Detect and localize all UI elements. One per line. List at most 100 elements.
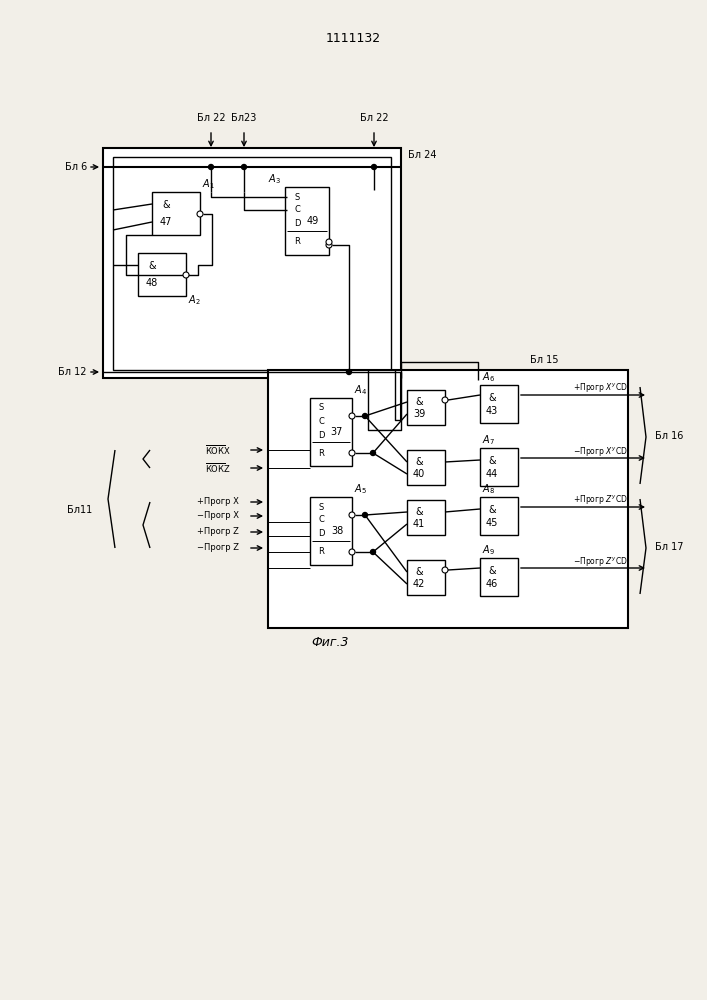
Text: 47: 47 (160, 217, 173, 227)
Text: 48: 48 (146, 278, 158, 288)
Text: 38: 38 (331, 526, 343, 536)
Circle shape (183, 272, 189, 278)
Text: &: & (489, 456, 496, 466)
Bar (152, 192, 200, 235)
Circle shape (442, 567, 448, 573)
Bar (480, 385, 518, 423)
Text: 49: 49 (307, 216, 319, 226)
Text: S: S (318, 403, 324, 412)
Text: $A_6$: $A_6$ (482, 370, 495, 384)
Text: 44: 44 (486, 469, 498, 479)
Text: $A_7$: $A_7$ (482, 433, 495, 447)
Text: 1111132: 1111132 (325, 31, 380, 44)
Text: 39: 39 (413, 409, 425, 419)
Circle shape (326, 239, 332, 245)
Circle shape (209, 164, 214, 169)
Bar (407, 500, 445, 535)
Text: $A_4$: $A_4$ (354, 383, 367, 397)
Text: R: R (318, 548, 324, 556)
Circle shape (349, 549, 355, 555)
Text: &: & (162, 200, 170, 210)
Bar (268, 370, 628, 628)
Text: 45: 45 (486, 518, 498, 528)
Text: $A_2$: $A_2$ (188, 293, 201, 307)
Text: Бл23: Бл23 (231, 113, 257, 123)
Text: &: & (415, 567, 423, 577)
Circle shape (346, 369, 351, 374)
Text: −Прогр $Z^y$CD: −Прогр $Z^y$CD (573, 554, 628, 568)
Bar (113, 157, 391, 370)
Text: 46: 46 (486, 579, 498, 589)
Circle shape (326, 242, 332, 248)
Circle shape (349, 450, 355, 456)
Text: +Прогр $Z^y$CD: +Прогр $Z^y$CD (573, 493, 628, 506)
Circle shape (363, 512, 368, 518)
Text: −Прогр $X^y$CD: −Прогр $X^y$CD (573, 444, 628, 458)
Text: Бл 17: Бл 17 (655, 542, 684, 552)
Text: −Прогр X: −Прогр X (197, 512, 239, 520)
Text: R: R (318, 448, 324, 458)
Bar (480, 497, 518, 535)
Circle shape (370, 450, 375, 456)
Text: D: D (317, 430, 325, 440)
Text: Бл 15: Бл 15 (530, 355, 559, 365)
Bar (407, 390, 445, 425)
Text: Бл 16: Бл 16 (655, 431, 684, 441)
Circle shape (242, 164, 247, 169)
Text: C: C (318, 416, 324, 426)
Bar (407, 560, 445, 595)
Text: −Прогр Z: −Прогр Z (197, 544, 239, 552)
Circle shape (349, 512, 355, 518)
Text: +Прогр $X^y$CD: +Прогр $X^y$CD (573, 381, 628, 394)
Text: $A_9$: $A_9$ (482, 543, 495, 557)
Bar (285, 187, 329, 255)
Circle shape (197, 211, 203, 217)
Text: 41: 41 (413, 519, 425, 529)
Text: Бл 22: Бл 22 (197, 113, 226, 123)
Circle shape (370, 550, 375, 554)
Text: $A_5$: $A_5$ (354, 482, 367, 496)
Bar (103, 148, 401, 378)
Bar (310, 497, 352, 565)
Text: R: R (294, 237, 300, 246)
Text: &: & (489, 393, 496, 403)
Text: Бл 22: Бл 22 (360, 113, 388, 123)
Text: D: D (293, 220, 300, 229)
Text: +Прогр X: +Прогр X (197, 497, 239, 506)
Text: 40: 40 (413, 469, 425, 479)
Circle shape (363, 414, 368, 418)
Text: &: & (489, 566, 496, 576)
Text: 37: 37 (331, 427, 343, 437)
Circle shape (371, 164, 377, 169)
Text: Фиг.3: Фиг.3 (311, 637, 349, 650)
Text: S: S (318, 502, 324, 512)
Text: &: & (415, 457, 423, 467)
Bar (138, 253, 186, 296)
Text: S: S (294, 192, 300, 202)
Text: Бл 12: Бл 12 (59, 367, 87, 377)
Circle shape (349, 413, 355, 419)
Text: &: & (489, 505, 496, 515)
Text: $A_3$: $A_3$ (268, 172, 281, 186)
Text: &: & (415, 507, 423, 517)
Text: 43: 43 (486, 406, 498, 416)
Text: C: C (318, 516, 324, 524)
Text: $\overline{\rm КОК}X$: $\overline{\rm КОК}X$ (205, 443, 231, 457)
Text: Бл 6: Бл 6 (65, 162, 87, 172)
Circle shape (442, 397, 448, 403)
Text: &: & (415, 397, 423, 407)
Text: D: D (317, 530, 325, 538)
Text: $A_1$: $A_1$ (202, 177, 215, 191)
Bar (480, 448, 518, 486)
Text: $A_8$: $A_8$ (482, 482, 495, 496)
Text: &: & (148, 261, 156, 271)
Bar (480, 558, 518, 596)
Text: Бл11: Бл11 (67, 505, 93, 515)
Text: +Прогр Z: +Прогр Z (197, 528, 239, 536)
Text: Бл 24: Бл 24 (408, 150, 436, 160)
Text: 42: 42 (413, 579, 425, 589)
Text: C: C (294, 206, 300, 215)
Text: $\overline{\rm КОК}Z$: $\overline{\rm КОК}Z$ (205, 461, 231, 475)
Bar (310, 398, 352, 466)
Bar (407, 450, 445, 485)
